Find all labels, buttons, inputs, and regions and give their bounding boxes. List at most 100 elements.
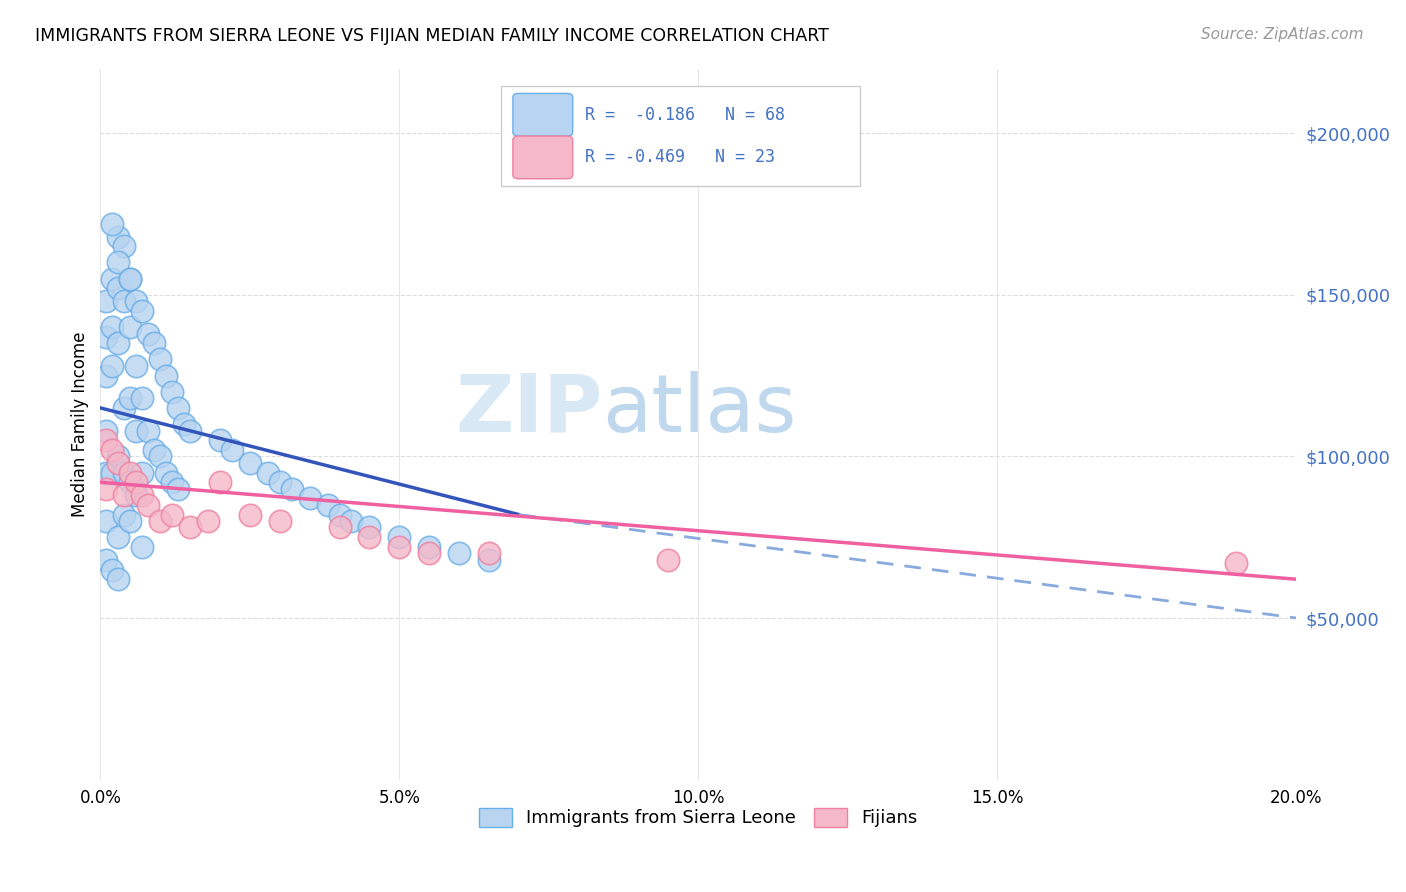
Point [120,514,142,528]
Point [1225,556,1247,570]
Point [96,514,118,528]
Point [101,320,124,334]
Point [120,271,142,285]
Point [101,562,124,576]
Point [112,239,135,253]
Text: atlas: atlas [603,371,797,449]
Text: Source: ZipAtlas.com: Source: ZipAtlas.com [1201,27,1364,42]
Point [239,508,262,522]
Point [107,450,129,464]
Point [280,482,302,496]
Point [107,530,129,544]
Point [125,424,148,438]
Point [449,546,471,560]
Point [107,456,129,470]
Point [359,530,381,544]
Point [131,488,153,502]
Point [155,368,177,383]
Point [269,514,291,528]
Y-axis label: Median Family Income: Median Family Income [72,331,89,516]
Point [96,553,118,567]
Point [112,294,135,309]
Point [120,475,142,490]
Text: R =  -0.186   N = 68: R = -0.186 N = 68 [585,106,785,124]
Point [131,304,153,318]
Point [96,424,118,438]
Point [125,475,148,490]
Point [112,508,135,522]
Legend: Immigrants from Sierra Leone, Fijians: Immigrants from Sierra Leone, Fijians [472,801,925,835]
Point [101,217,124,231]
Point [328,508,350,522]
Point [136,424,159,438]
Point [112,466,135,480]
Point [125,359,148,373]
Point [143,336,166,351]
Point [96,482,118,496]
Point [197,514,219,528]
Point [101,359,124,373]
Point [179,520,201,534]
Point [167,401,190,415]
Point [112,488,135,502]
Point [418,540,440,554]
Point [478,546,501,560]
Point [388,540,411,554]
Point [136,326,159,341]
Point [155,466,177,480]
Text: ZIP: ZIP [456,371,603,449]
Point [160,384,183,399]
Point [143,442,166,457]
Point [160,475,183,490]
Point [107,281,129,295]
Point [418,546,440,560]
FancyBboxPatch shape [501,87,859,186]
Point [107,336,129,351]
Point [125,294,148,309]
Point [269,475,291,490]
Point [101,442,124,457]
Point [478,553,501,567]
Point [149,514,172,528]
Point [149,450,172,464]
Point [120,271,142,285]
Point [131,540,153,554]
FancyBboxPatch shape [513,94,572,136]
Point [120,466,142,480]
Point [167,482,190,496]
Point [239,456,262,470]
Point [388,530,411,544]
Point [120,391,142,405]
Point [112,401,135,415]
Point [107,229,129,244]
Point [149,352,172,367]
Point [96,368,118,383]
Point [96,466,118,480]
Point [316,498,339,512]
Point [359,520,381,534]
Point [120,320,142,334]
Point [256,466,278,480]
Point [131,466,153,480]
Point [125,488,148,502]
Point [107,255,129,269]
Point [208,475,231,490]
Point [107,572,129,586]
Point [101,466,124,480]
Point [136,498,159,512]
Point [96,294,118,309]
Point [221,442,243,457]
Text: R = -0.469   N = 23: R = -0.469 N = 23 [585,148,775,167]
FancyBboxPatch shape [513,136,572,178]
Point [101,271,124,285]
Point [179,424,201,438]
Point [96,434,118,448]
Text: IMMIGRANTS FROM SIERRA LEONE VS FIJIAN MEDIAN FAMILY INCOME CORRELATION CHART: IMMIGRANTS FROM SIERRA LEONE VS FIJIAN M… [35,27,830,45]
Point [208,434,231,448]
Point [298,491,321,506]
Point [131,391,153,405]
Point [657,553,679,567]
Point [96,330,118,344]
Point [160,508,183,522]
Point [328,520,350,534]
